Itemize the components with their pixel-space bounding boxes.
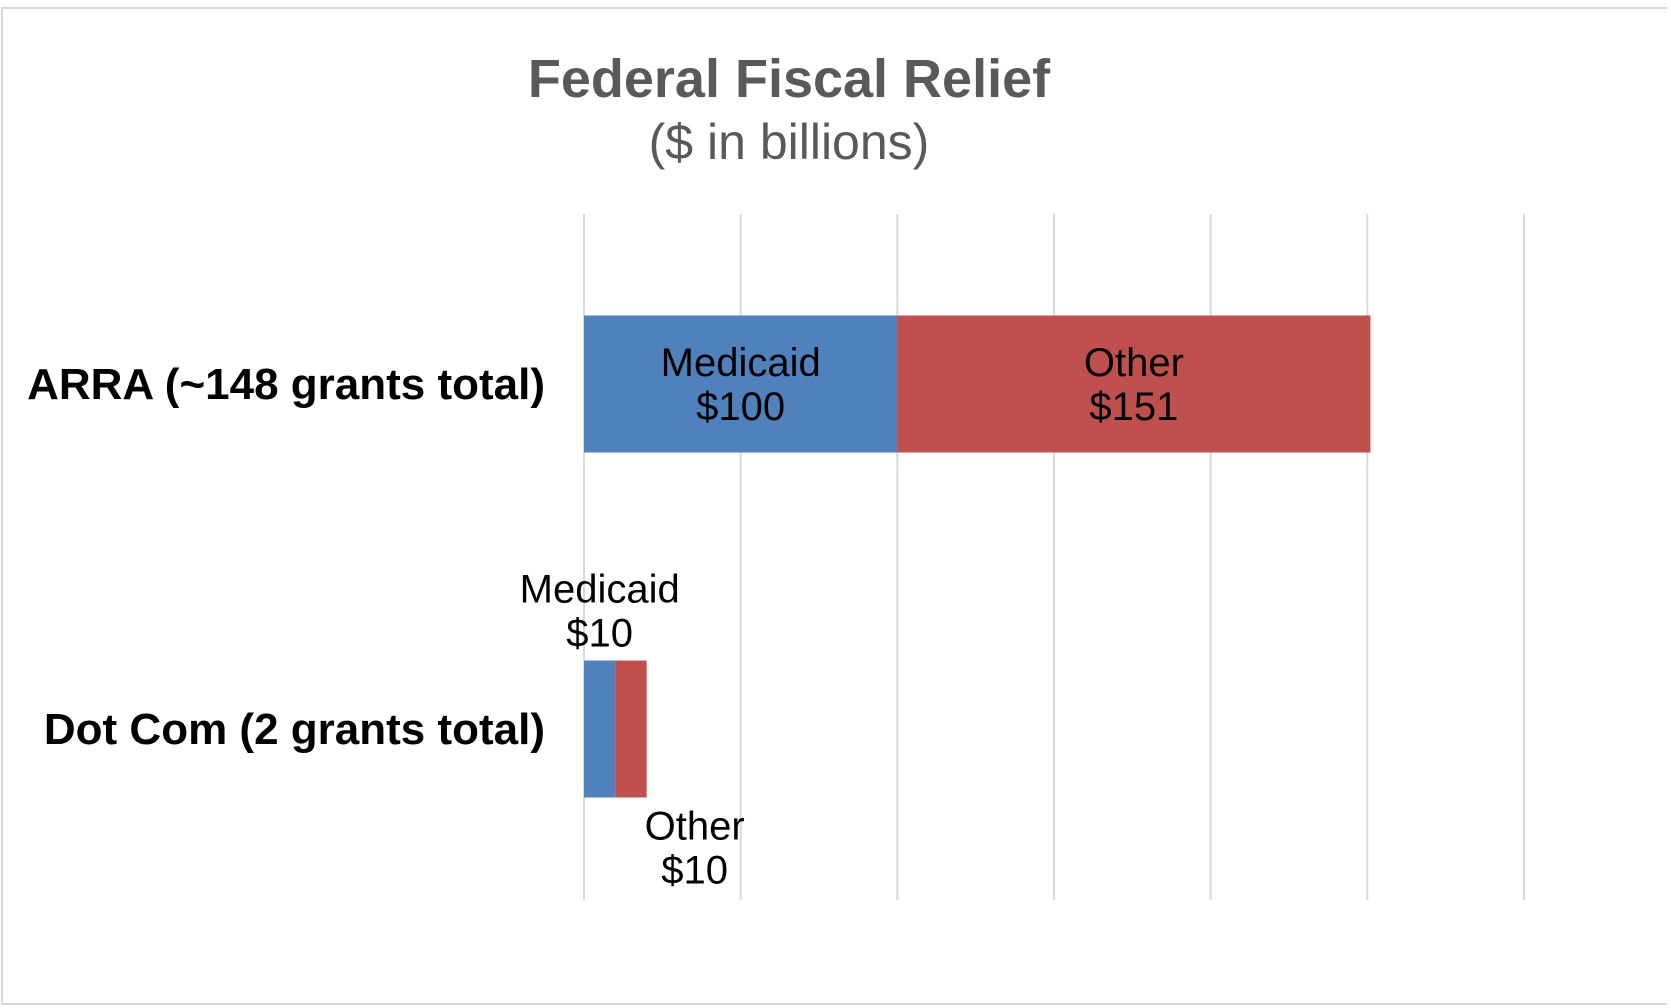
- data-labels: Medicaid $100 Other $151 Medicaid $10 Other $10: [520, 341, 1184, 893]
- bar-other-0: [897, 315, 1371, 453]
- data-label-medicaid-0: Medicaid $100: [661, 341, 821, 429]
- data-label-medicaid-1: Medicaid $10: [520, 568, 680, 656]
- bar-other-1: [615, 660, 647, 798]
- chart-frame: Federal Fiscal Relief ($ in billions) AR…: [1, 7, 1667, 1005]
- data-label-other-1: Other $10: [645, 805, 745, 893]
- bar-medicaid-0: [584, 315, 898, 453]
- data-label-other-0: Other $151: [1084, 341, 1184, 429]
- bars: [584, 315, 1371, 798]
- category-labels: ARRA (~148 grants total) Dot Com (2 grant…: [27, 360, 545, 754]
- category-label: ARRA (~148 grants total): [27, 360, 545, 409]
- category-label: Dot Com (2 grants total): [44, 705, 545, 754]
- bar-medicaid-1: [584, 660, 616, 798]
- chart-title: Federal Fiscal Relief: [528, 49, 1051, 109]
- chart-subtitle: ($ in billions): [649, 114, 930, 170]
- chart-svg: Federal Fiscal Relief ($ in billions) AR…: [27, 49, 1525, 900]
